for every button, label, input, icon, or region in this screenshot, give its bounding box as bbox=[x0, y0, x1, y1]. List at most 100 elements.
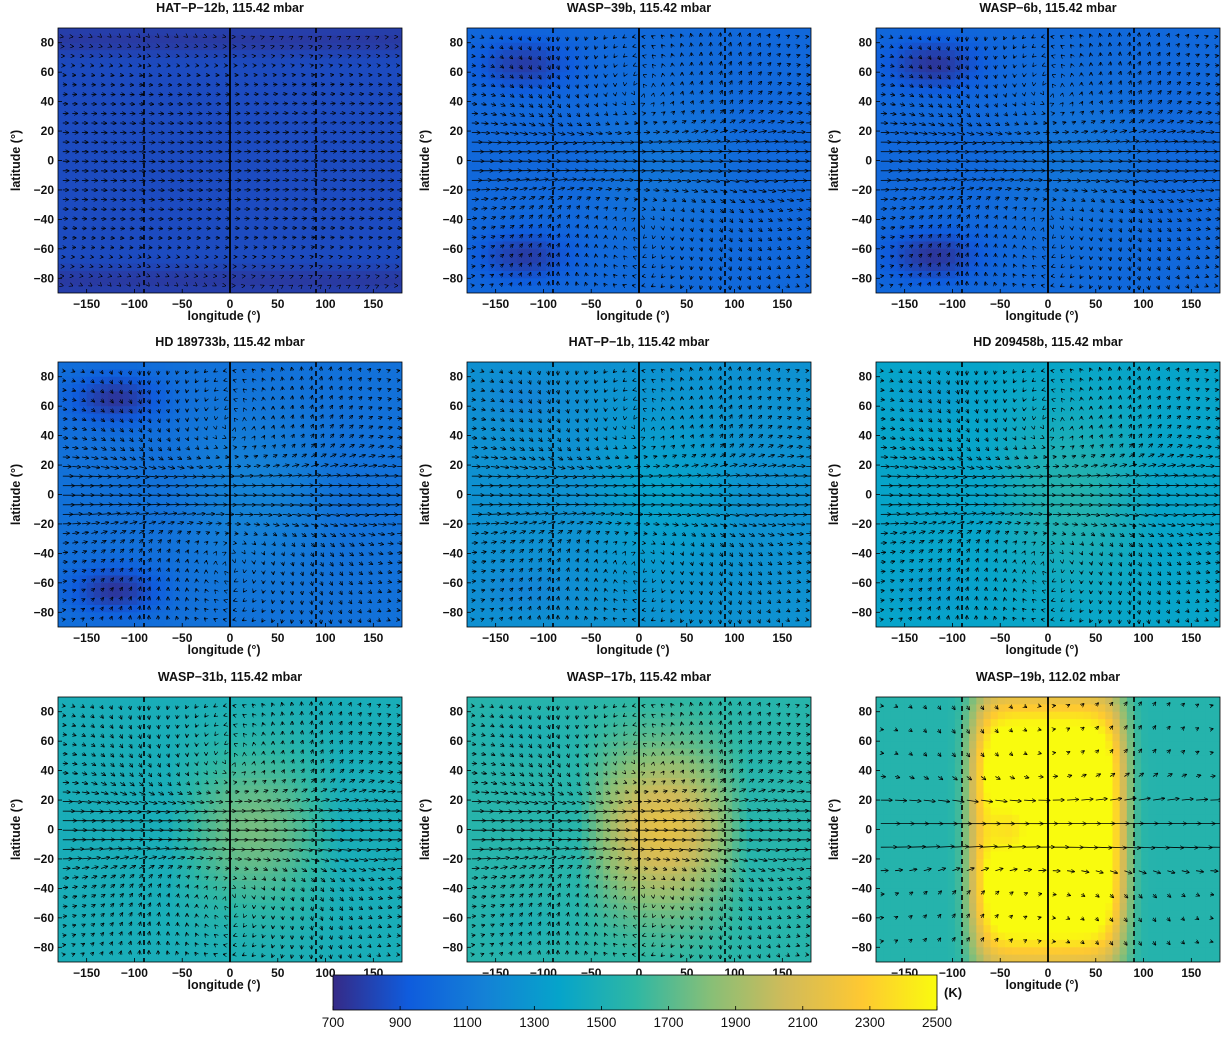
temperature-cell bbox=[689, 86, 697, 95]
temperature-cell bbox=[244, 57, 253, 66]
temperature-cell bbox=[215, 219, 224, 228]
temperature-cell bbox=[144, 175, 152, 184]
temperature-cell bbox=[337, 270, 346, 279]
temperature-cell bbox=[531, 263, 540, 272]
temperature-cell bbox=[531, 101, 540, 110]
temperature-cell bbox=[244, 79, 253, 88]
temperature-cell bbox=[703, 42, 712, 51]
temperature-cell bbox=[172, 175, 181, 184]
temperature-cell bbox=[122, 86, 131, 95]
temperature-cell bbox=[351, 175, 360, 184]
wind-arrow bbox=[653, 132, 659, 133]
temperature-cell bbox=[344, 197, 353, 206]
temperature-cell bbox=[194, 72, 202, 81]
temperature-cell bbox=[359, 167, 367, 176]
temperature-cell bbox=[760, 72, 769, 81]
temperature-cell bbox=[596, 285, 604, 293]
temperature-cell bbox=[251, 175, 260, 184]
temperature-cell bbox=[273, 42, 281, 51]
temperature-cell bbox=[273, 278, 281, 287]
temperature-cell bbox=[739, 234, 748, 243]
temperature-cell bbox=[179, 131, 188, 140]
temperature-cell bbox=[739, 145, 748, 154]
temperature-cell bbox=[194, 28, 202, 36]
wind-arrow bbox=[158, 37, 159, 38]
temperature-cell bbox=[187, 270, 195, 279]
temperature-cell bbox=[65, 101, 73, 110]
temperature-cell bbox=[373, 79, 382, 88]
temperature-cell bbox=[495, 28, 504, 36]
wind-arrow bbox=[139, 133, 145, 134]
temperature-cell bbox=[265, 101, 274, 110]
temperature-cell bbox=[344, 256, 353, 265]
temperature-cell bbox=[72, 35, 81, 44]
temperature-cell bbox=[316, 175, 324, 184]
temperature-cell bbox=[495, 86, 504, 95]
temperature-cell bbox=[760, 241, 769, 250]
temperature-cell bbox=[215, 263, 224, 272]
temperature-cell bbox=[517, 28, 525, 36]
temperature-cell bbox=[653, 167, 662, 176]
temperature-cell bbox=[517, 160, 525, 169]
temperature-cell bbox=[108, 270, 116, 279]
temperature-cell bbox=[660, 86, 669, 95]
temperature-cell bbox=[725, 175, 733, 184]
temperature-cell bbox=[760, 167, 769, 176]
temperature-cell bbox=[502, 108, 511, 117]
temperature-cell bbox=[603, 101, 611, 110]
temperature-cell bbox=[251, 79, 260, 88]
temperature-cell bbox=[337, 263, 346, 272]
temperature-cell bbox=[481, 197, 490, 206]
temperature-cell bbox=[610, 131, 619, 140]
temperature-cell bbox=[467, 248, 475, 257]
temperature-cell bbox=[739, 57, 748, 66]
temperature-cell bbox=[502, 241, 511, 250]
wind-arrow bbox=[320, 237, 325, 238]
temperature-cell bbox=[538, 108, 547, 117]
temperature-cell bbox=[230, 153, 238, 162]
temperature-cell bbox=[93, 101, 102, 110]
temperature-cell bbox=[531, 278, 540, 287]
temperature-cell bbox=[574, 256, 583, 265]
temperature-cell bbox=[172, 101, 181, 110]
temperature-cell bbox=[474, 50, 482, 59]
temperature-cell bbox=[710, 153, 719, 162]
temperature-cell bbox=[344, 189, 353, 198]
temperature-cell bbox=[237, 101, 245, 110]
y-tick-label: −60 bbox=[34, 242, 55, 256]
temperature-cell bbox=[696, 256, 705, 265]
temperature-cell bbox=[510, 285, 518, 293]
temperature-cell bbox=[359, 241, 367, 250]
temperature-cell bbox=[172, 145, 181, 154]
temperature-cell bbox=[660, 160, 669, 169]
temperature-cell bbox=[301, 72, 310, 81]
temperature-cell bbox=[158, 153, 167, 162]
temperature-cell bbox=[93, 248, 102, 257]
temperature-cell bbox=[237, 197, 245, 206]
temperature-cell bbox=[646, 263, 654, 272]
temperature-cell bbox=[603, 42, 611, 51]
temperature-cell bbox=[753, 241, 762, 250]
temperature-cell bbox=[337, 79, 346, 88]
temperature-cell bbox=[237, 50, 245, 59]
temperature-cell bbox=[689, 35, 697, 44]
temperature-cell bbox=[65, 153, 73, 162]
temperature-cell bbox=[201, 278, 210, 287]
temperature-cell bbox=[337, 219, 346, 228]
temperature-cell bbox=[294, 189, 303, 198]
temperature-cell bbox=[510, 57, 518, 66]
temperature-cell bbox=[215, 204, 224, 213]
temperature-cell bbox=[86, 197, 95, 206]
temperature-cell bbox=[337, 57, 346, 66]
temperature-cell bbox=[596, 256, 604, 265]
temperature-cell bbox=[560, 153, 568, 162]
temperature-cell bbox=[538, 116, 547, 125]
temperature-cell bbox=[86, 270, 95, 279]
temperature-cell bbox=[789, 263, 798, 272]
temperature-cell bbox=[122, 226, 131, 235]
temperature-cell bbox=[165, 72, 174, 81]
temperature-cell bbox=[481, 285, 490, 293]
temperature-cell bbox=[538, 248, 547, 257]
temperature-cell bbox=[682, 64, 690, 73]
temperature-cell bbox=[165, 28, 174, 36]
